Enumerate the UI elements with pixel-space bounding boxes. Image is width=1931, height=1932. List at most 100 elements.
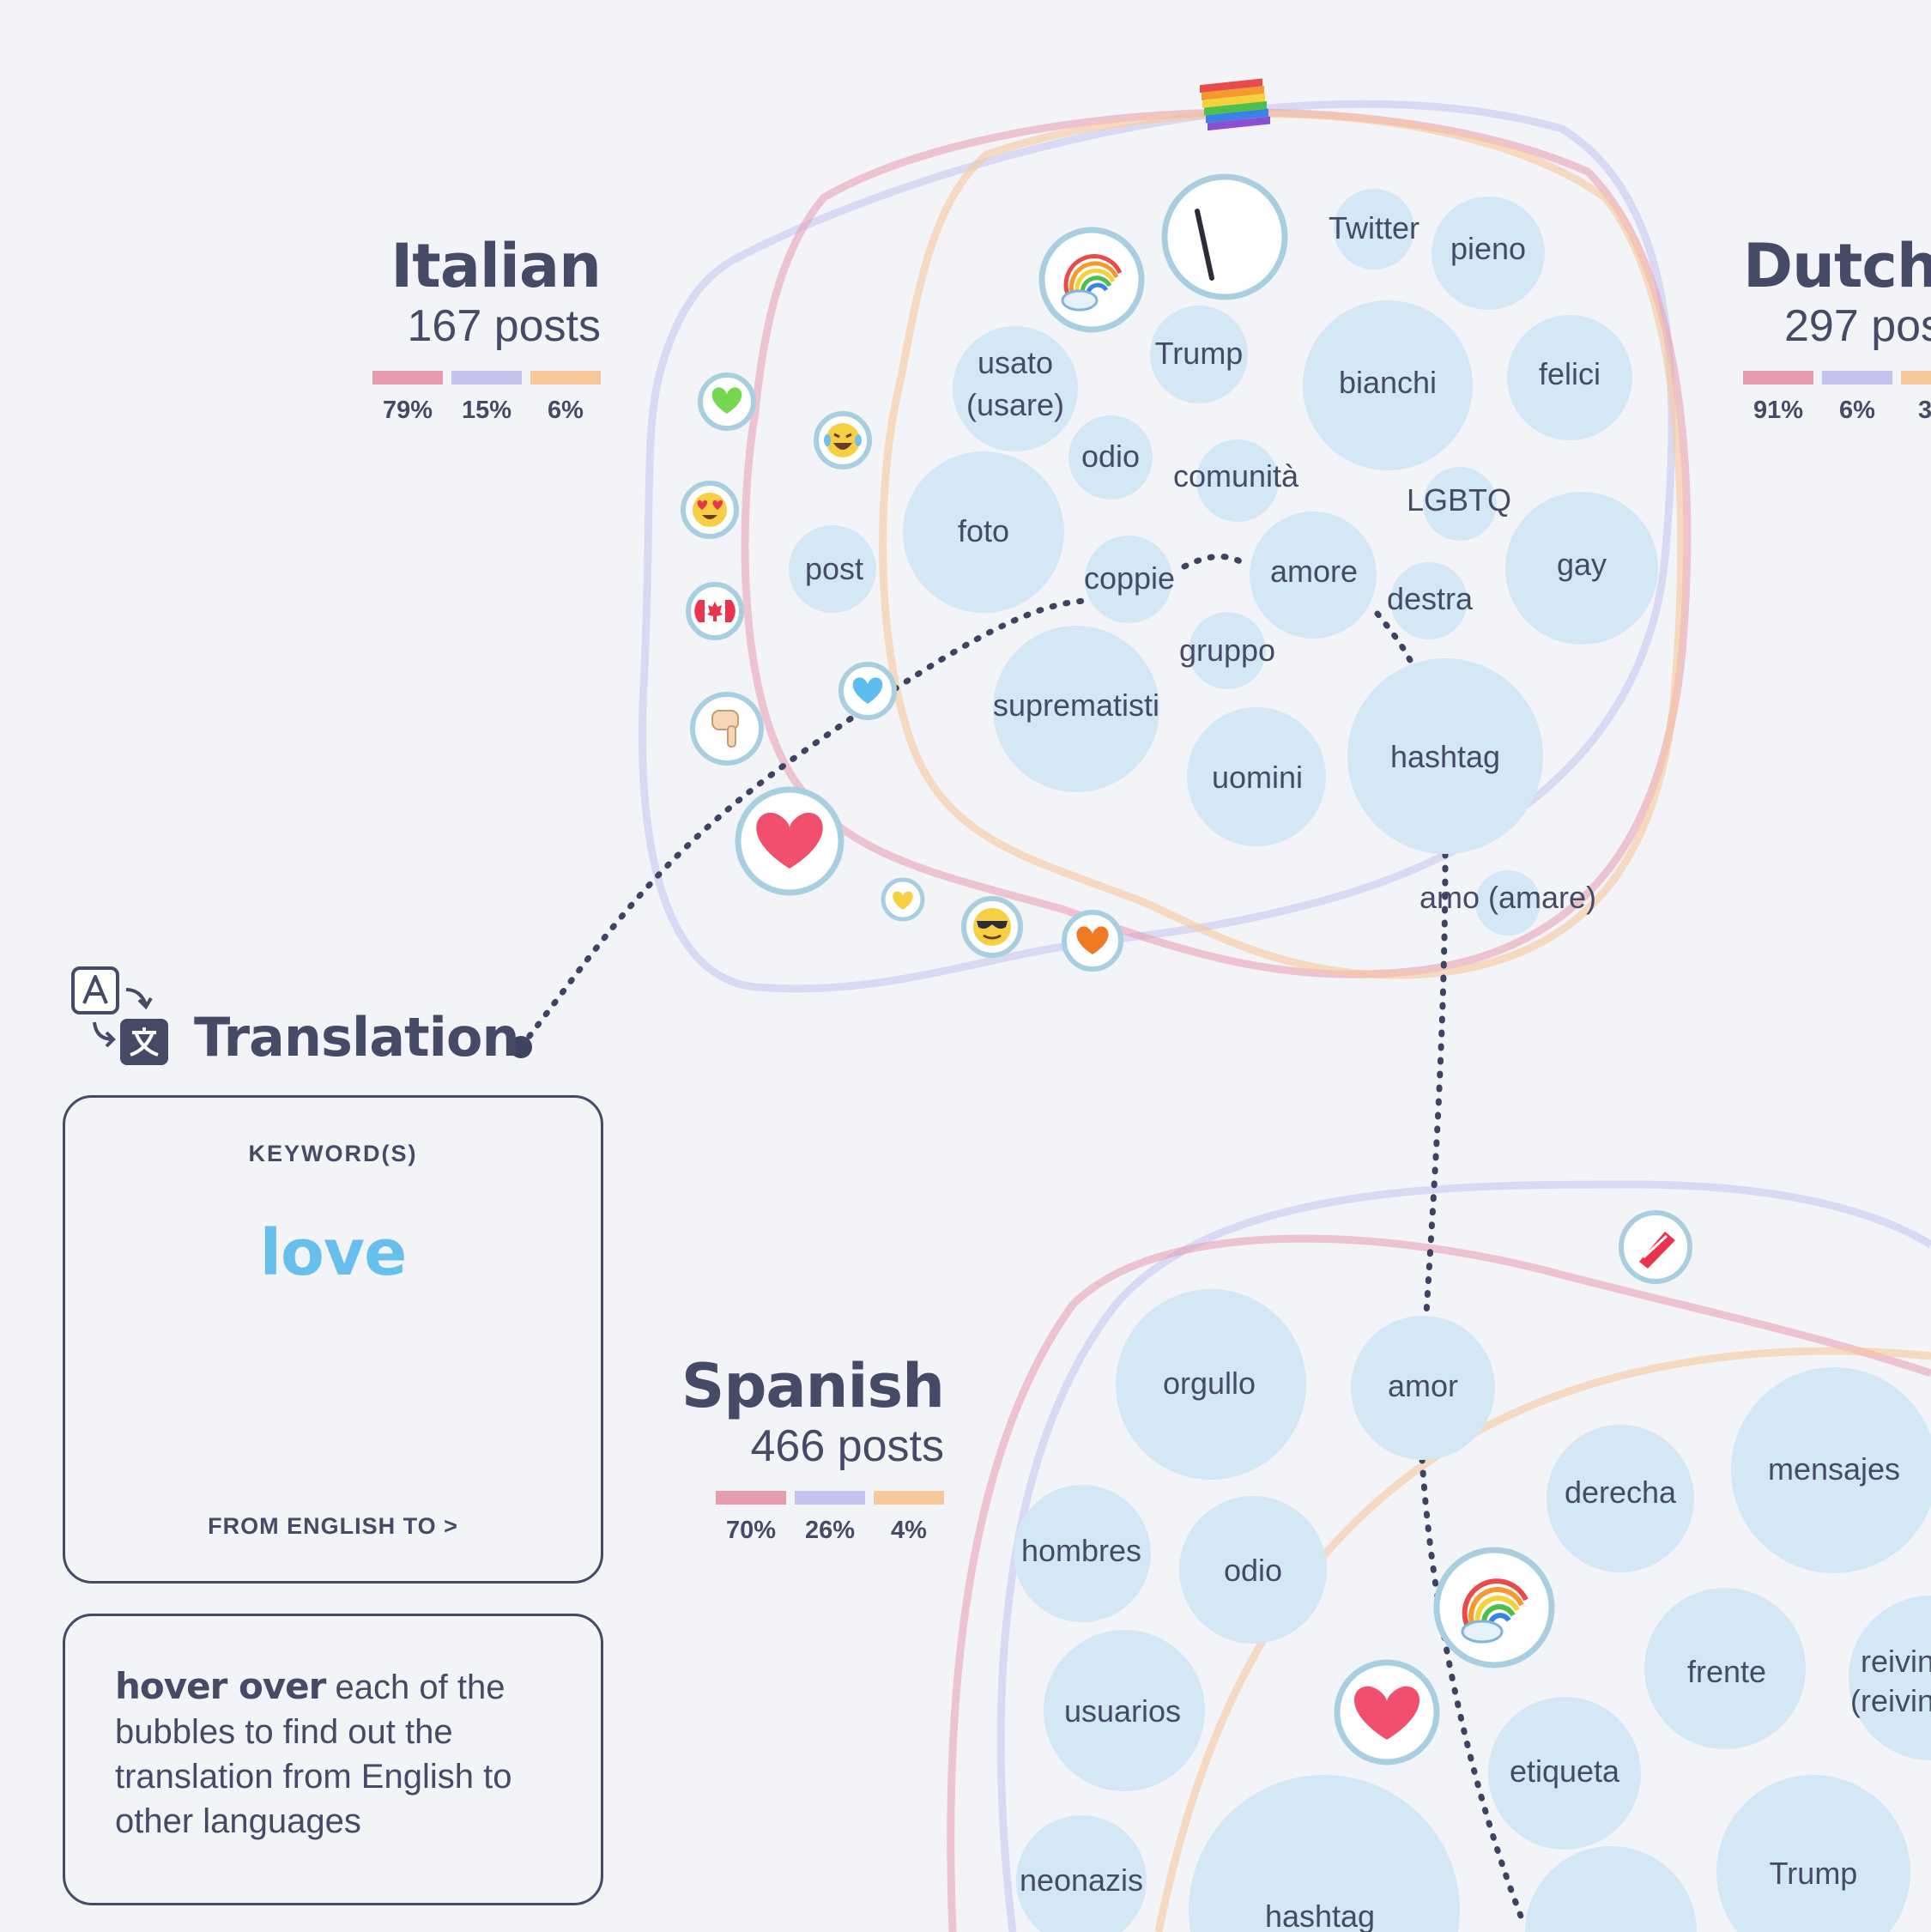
word-bubble[interactable]: amore: [1250, 512, 1377, 639]
share-pct: 6%: [548, 397, 584, 424]
svg-text:frente: frente: [1687, 1654, 1766, 1689]
word-bubble[interactable]: coppie: [1084, 536, 1175, 623]
svg-text:Twitter: Twitter: [1329, 210, 1419, 245]
svg-text:foto: foto: [958, 513, 1009, 548]
share-bar-lavender: [1822, 371, 1892, 385]
word-bubble[interactable]: odio: [1068, 415, 1153, 500]
share-percentages: 70% 26% 4%: [652, 1517, 944, 1545]
language-header-italian: Italian 167 posts 79% 15% 6%: [309, 231, 602, 425]
word-bubble[interactable]: foto: [903, 451, 1064, 613]
word-bubble[interactable]: Trump: [1716, 1775, 1910, 1932]
share-percentages: 91% 6% 3%: [1743, 397, 1931, 425]
word-bubble[interactable]: comunità: [1173, 439, 1299, 522]
word-bubble[interactable]: Trump: [1150, 306, 1248, 403]
svg-text:gruppo: gruppo: [1179, 633, 1275, 668]
svg-text:amor: amor: [1388, 1368, 1458, 1403]
word-bubble[interactable]: felici: [1507, 315, 1632, 440]
svg-text:mensajes: mensajes: [1768, 1451, 1900, 1487]
svg-text:coppie: coppie: [1084, 560, 1175, 596]
svg-text:Trump: Trump: [1770, 1856, 1858, 1891]
word-bubble[interactable]: orgullo: [1116, 1289, 1306, 1480]
svg-text:uomini: uomini: [1212, 760, 1303, 795]
word-bubble[interactable]: Twitter: [1329, 189, 1419, 270]
svg-text:neonazis: neonazis: [1020, 1862, 1143, 1898]
language-header-dutch: Dutch 297 posts 91% 6% 3%: [1743, 232, 1931, 425]
hint-bold: hover over: [115, 1665, 326, 1707]
svg-text:reivindicar: reivindicar: [1861, 1644, 1931, 1679]
svg-text:Trump: Trump: [1155, 336, 1244, 371]
rainbow-flag-icon[interactable]: [1161, 78, 1288, 300]
svg-text:gay: gay: [1557, 547, 1607, 582]
pointing-down-icon[interactable]: [690, 692, 764, 766]
word-bubble[interactable]: bianchi: [1303, 300, 1473, 470]
green-heart-icon[interactable]: [698, 372, 756, 431]
word-bubble[interactable]: hombres: [1014, 1485, 1151, 1622]
svg-text:post: post: [805, 551, 863, 586]
post-count: 167 posts: [407, 301, 602, 351]
word-bubble[interactable]: gay: [1505, 492, 1658, 645]
language-name: Italian: [390, 231, 602, 301]
from-language-label[interactable]: FROM ENGLISH TO >: [208, 1513, 458, 1539]
svg-text:(reivindicar): (reivindicar): [1850, 1683, 1931, 1718]
group-outline-pink: [741, 108, 1692, 978]
laughing-face-icon[interactable]: [814, 411, 872, 469]
share-bar-peach: [530, 371, 601, 385]
word-bubble[interactable]: odio: [1179, 1496, 1327, 1644]
post-count: 297 posts: [1784, 301, 1931, 351]
svg-text:usuarios: usuarios: [1064, 1693, 1181, 1729]
language-name: Dutch: [1743, 231, 1931, 301]
share-pct: 6%: [1839, 397, 1875, 424]
orange-heart-icon[interactable]: [1062, 910, 1123, 972]
word-bubble[interactable]: pieno: [1432, 197, 1545, 310]
share-bar-pink: [716, 1491, 786, 1505]
post-count: 466 posts: [750, 1421, 945, 1471]
language-name: Spanish: [681, 1351, 945, 1421]
word-bubble[interactable]: LGBTQ: [1407, 467, 1511, 541]
word-bubble[interactable]: post: [789, 525, 876, 613]
word-bubble[interactable]: usuarios: [1044, 1630, 1205, 1791]
yellow-heart-icon[interactable]: [881, 877, 925, 922]
word-bubble[interactable]: usato (usare): [953, 326, 1078, 451]
share-bar-peach: [1901, 371, 1931, 385]
red-heart-icon[interactable]: [1334, 1659, 1440, 1765]
svg-text:(usare): (usare): [966, 387, 1064, 422]
translation-connector: [518, 597, 1093, 1051]
heart-eyes-icon[interactable]: [681, 481, 739, 539]
word-bubble[interactable]: reivindicar (reivindicar): [1849, 1596, 1931, 1760]
share-pct: 79%: [382, 397, 433, 424]
share-bars: [652, 1491, 944, 1505]
svg-text:pieno: pieno: [1450, 231, 1526, 266]
svg-text:bianchi: bianchi: [1339, 365, 1437, 400]
word-bubble[interactable]: amo (amare): [1419, 870, 1596, 936]
word-bubble[interactable]: amor: [1351, 1316, 1495, 1460]
translation-card: KEYWORD(S) love FROM ENGLISH TO >: [63, 1095, 603, 1584]
svg-text:suprematisti: suprematisti: [993, 687, 1159, 723]
share-bar-pink: [1743, 371, 1813, 385]
canada-flag-icon[interactable]: [686, 582, 744, 640]
word-bubble[interactable]: uomini: [1187, 707, 1326, 846]
word-bubble[interactable]: destra: [1387, 562, 1474, 639]
word-bubble[interactable]: etiqueta: [1488, 1697, 1641, 1850]
sunglasses-face-icon[interactable]: [961, 896, 1023, 958]
word-bubble[interactable]: gruppo: [1179, 612, 1275, 689]
word-bubble[interactable]: suprematisti: [993, 626, 1159, 792]
word-bubble[interactable]: [1525, 1846, 1697, 1932]
megaphone-icon[interactable]: [1619, 1210, 1692, 1284]
word-bubble[interactable]: hashtag: [1189, 1775, 1460, 1932]
svg-text:derecha: derecha: [1565, 1475, 1677, 1510]
word-bubble[interactable]: neonazis: [1016, 1815, 1147, 1932]
red-heart-icon[interactable]: [735, 786, 844, 896]
word-bubble[interactable]: hashtag: [1347, 658, 1543, 854]
rainbow-icon[interactable]: [1433, 1547, 1555, 1669]
svg-text:odio: odio: [1224, 1553, 1282, 1588]
share-pct: 70%: [725, 1517, 777, 1544]
word-bubble[interactable]: mensajes: [1731, 1367, 1931, 1573]
svg-text:orgullo: orgullo: [1163, 1366, 1256, 1401]
rainbow-icon[interactable]: [1038, 227, 1145, 333]
blue-heart-icon[interactable]: [838, 662, 897, 720]
word-bubble[interactable]: frente: [1644, 1588, 1806, 1749]
share-bars: [309, 371, 601, 385]
word-bubble[interactable]: derecha: [1547, 1425, 1694, 1572]
hint-card: hover over each of the bubbles to find o…: [63, 1614, 603, 1905]
